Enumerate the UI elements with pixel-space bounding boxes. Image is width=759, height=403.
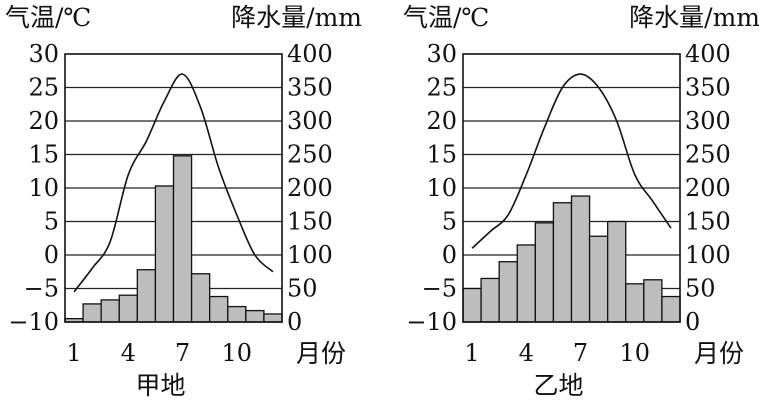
temp-tick-label: 5: [442, 208, 457, 236]
precip-bar: [643, 279, 663, 323]
precip-bar: [498, 261, 518, 323]
precip-tick-label: 0: [685, 308, 700, 336]
precip-bar: [570, 195, 591, 323]
precip-bar: [552, 202, 573, 323]
plot-frame: [462, 53, 681, 323]
temp-tick-label: 25: [28, 74, 59, 102]
temp-tick-label: −10: [8, 308, 59, 336]
precip-tick-label: 250: [685, 141, 731, 169]
temp-tick-label: 20: [28, 107, 59, 135]
precip-bar: [625, 283, 645, 323]
chart-panel-2: 302520151050−5−1040035030025020015010050…: [403, 3, 759, 400]
month-tick-label: 10: [620, 339, 651, 367]
temp-tick-label: 5: [44, 208, 59, 236]
precip-bar: [82, 303, 102, 323]
month-tick-label: 4: [121, 339, 136, 367]
temp-tick-label: 20: [426, 107, 457, 135]
precip-tick-label: 250: [287, 141, 333, 169]
precip-tick-label: 350: [685, 74, 731, 102]
temp-tick-label: −10: [406, 308, 457, 336]
precip-bar: [118, 294, 138, 323]
month-tick-label: 7: [175, 339, 190, 367]
month-tick-label: 1: [464, 339, 479, 367]
precip-bar: [172, 155, 193, 323]
x-axis-title: 月份: [694, 339, 744, 368]
precip-tick-label: 150: [685, 208, 731, 236]
precip-tick-label: 300: [287, 107, 333, 135]
temp-tick-label: 30: [426, 40, 457, 68]
temp-tick-label: 0: [44, 241, 59, 269]
precip-tick-label: 400: [287, 40, 333, 68]
precip-bar: [534, 222, 555, 323]
temp-tick-label: 0: [442, 241, 457, 269]
precip-tick-label: 100: [685, 241, 731, 269]
precip-tick-label: 350: [287, 74, 333, 102]
temp-tick-label: 15: [28, 141, 59, 169]
temp-axis-title: 气温/℃: [5, 3, 91, 32]
temp-tick-label: 10: [426, 174, 457, 202]
month-tick-label: 1: [66, 339, 81, 367]
chart-caption: 乙地: [533, 371, 583, 400]
chart-caption: 甲地: [135, 371, 185, 400]
chart-panel-1: 302520151050−5−1040035030025020015010050…: [5, 3, 362, 400]
temperature-line: [73, 73, 274, 293]
month-tick-label: 7: [573, 339, 588, 367]
temp-tick-label: 25: [426, 74, 457, 102]
temp-tick-label: 10: [28, 174, 59, 202]
precip-bar: [462, 287, 482, 323]
precip-bar: [154, 185, 175, 323]
precip-bar: [190, 273, 211, 323]
temp-tick-label: −5: [422, 275, 457, 303]
temp-axis-title: 气温/℃: [403, 3, 489, 32]
month-tick-label: 4: [519, 339, 534, 367]
precip-bar: [588, 235, 609, 323]
precip-tick-label: 200: [287, 174, 333, 202]
precip-tick-label: 200: [685, 174, 731, 202]
precip-bar: [263, 313, 283, 323]
precip-bar: [227, 305, 247, 323]
plot-frame: [64, 53, 283, 323]
precip-tick-label: 100: [287, 241, 333, 269]
precip-bar: [607, 220, 627, 323]
x-axis-title: 月份: [296, 339, 346, 368]
precip-axis-title: 降水量/mm: [629, 3, 759, 32]
temperature-line: [471, 73, 672, 249]
precip-tick-label: 150: [287, 208, 333, 236]
precip-tick-label: 0: [287, 308, 302, 336]
precip-bar: [245, 309, 265, 323]
precip-tick-label: 300: [685, 107, 731, 135]
temp-tick-label: 30: [28, 40, 59, 68]
temp-tick-label: 15: [426, 141, 457, 169]
precip-bar: [480, 277, 500, 323]
precip-bar: [136, 269, 157, 323]
month-tick-label: 10: [222, 339, 253, 367]
precip-bar: [516, 244, 536, 323]
precip-tick-label: 400: [685, 40, 731, 68]
precip-bar: [209, 295, 229, 323]
precip-tick-label: 50: [685, 275, 716, 303]
precip-bar: [661, 295, 681, 323]
precip-axis-title: 降水量/mm: [231, 3, 362, 32]
precip-bar: [100, 299, 120, 323]
precip-tick-label: 50: [287, 275, 318, 303]
temp-tick-label: −5: [24, 275, 59, 303]
